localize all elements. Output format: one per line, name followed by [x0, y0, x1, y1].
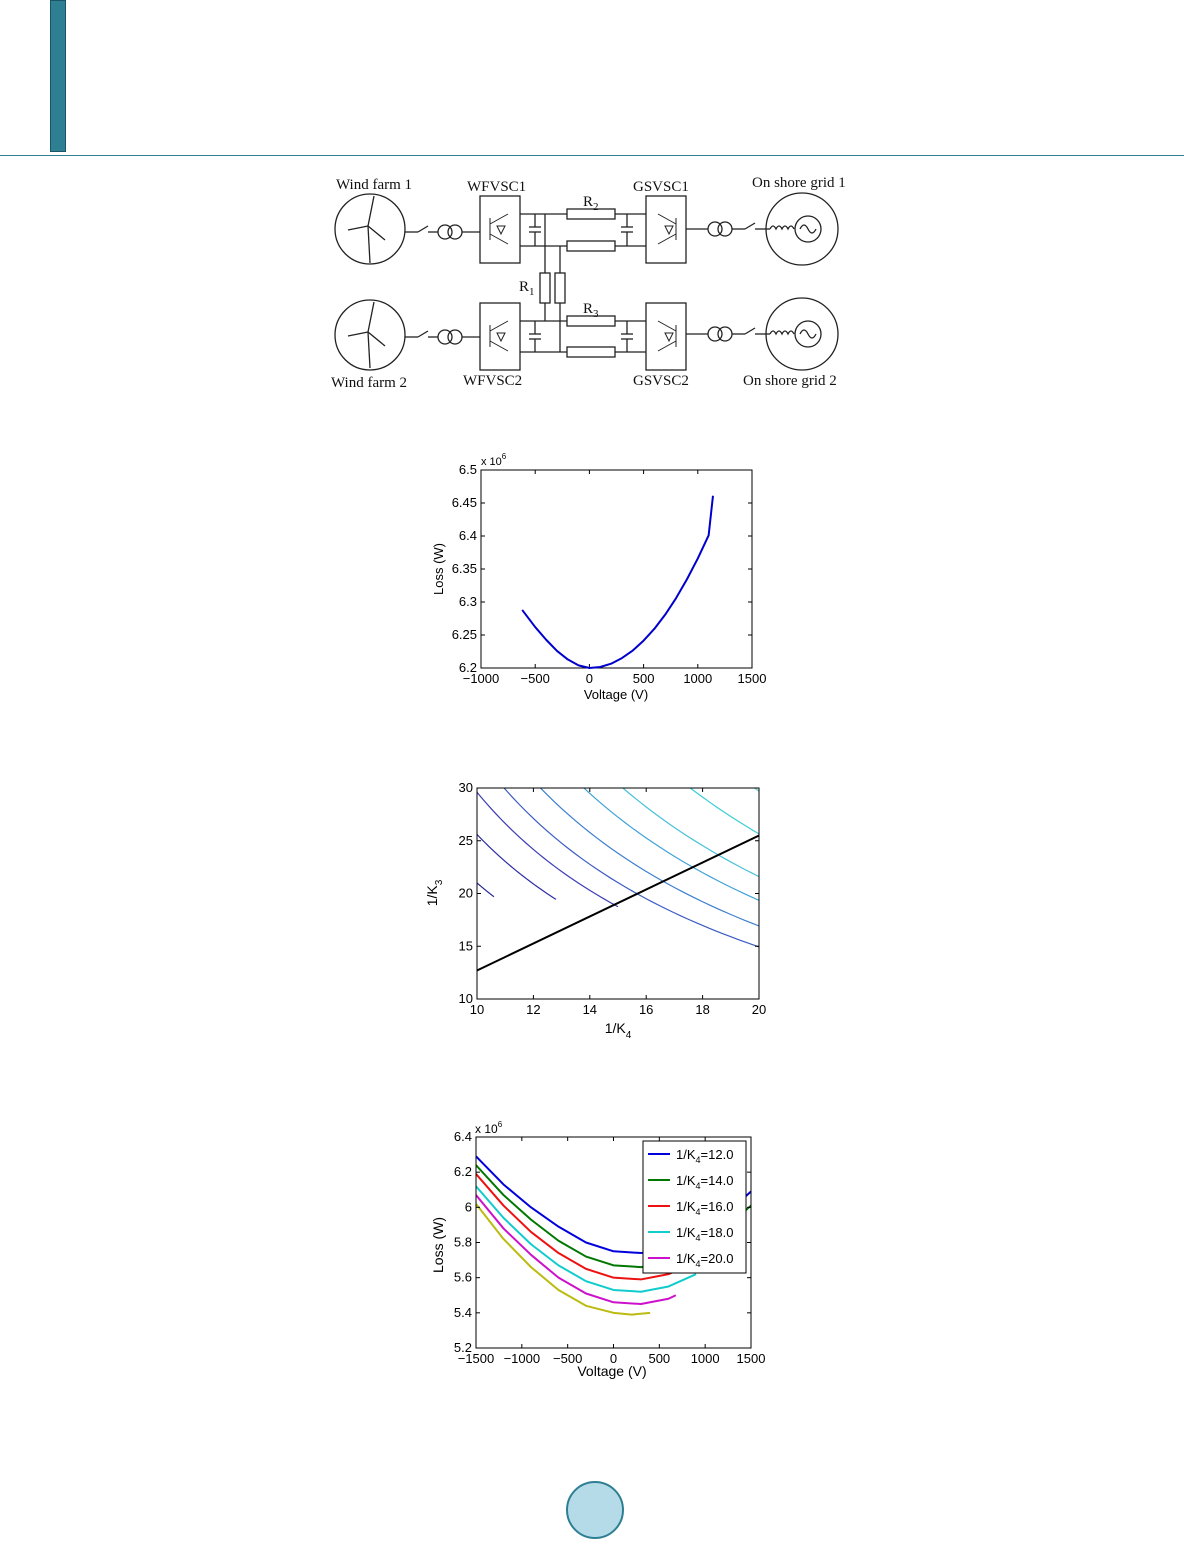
legend-label-1: 1/K4=14.0: [676, 1173, 733, 1191]
x-tick-label-5: 1000: [691, 1351, 720, 1366]
x-tick-label-4: 18: [695, 1002, 709, 1017]
y-tick-label-0: 5.2: [454, 1340, 472, 1355]
turbine-2-icon: [347, 301, 386, 369]
chart3-legend: 1/K4=12.0 1/K4=14.0 1/K4=16.0 1/K4=18.0 1/K4…: [642, 1140, 747, 1274]
legend-label-3: 1/K4=18.0: [676, 1225, 733, 1243]
x-tick-label-0: −1000: [463, 671, 500, 686]
chart3-series-line-4: [476, 1194, 677, 1306]
chart3-series-line-3: [476, 1185, 697, 1293]
x-tick-label-6: 1500: [737, 1351, 766, 1366]
wfvsc2-label: WFVSC2: [463, 373, 522, 389]
y-tick-label-1: 5.4: [454, 1305, 472, 1320]
x-tick-label-5: 1500: [738, 671, 767, 686]
wind-farm-1-label: Wind farm 1: [336, 177, 412, 193]
legend-label-2: 1/K4=16.0: [676, 1199, 733, 1217]
y-tick-label-0: 6.2: [459, 660, 477, 675]
x-tick-label-4: 1000: [683, 671, 712, 686]
x-tick-label-2: 0: [586, 671, 593, 686]
y-tick-label-5: 6.2: [454, 1164, 472, 1179]
r1-label: R1: [519, 279, 535, 298]
x-tick-label-3: 16: [639, 1002, 653, 1017]
y-tick-label-6: 6.4: [454, 1129, 472, 1144]
page-number-badge: [566, 1481, 624, 1539]
r2-label: R2: [583, 194, 599, 213]
y-tick-label-0: 10: [459, 991, 473, 1006]
grid-1-label: On shore grid 1: [752, 175, 846, 191]
legend-label-0: 1/K4=12.0: [676, 1147, 733, 1165]
x-tick-label-1: −1000: [504, 1351, 541, 1366]
circuit-diagram: Wind farm 1 Wind farm 2 WFVSC1 WFVSC2 GS…: [331, 175, 846, 391]
y-tick-label-3: 5.8: [454, 1235, 472, 1250]
y-tick-label-3: 25: [459, 833, 473, 848]
y-tick-label-2: 20: [459, 886, 473, 901]
y-tick-label-4: 6: [465, 1199, 472, 1214]
x-tick-label-0: 10: [470, 1002, 484, 1017]
wind-farm-1-circle: [334, 193, 406, 265]
y-tick-label-4: 30: [459, 780, 473, 795]
header-rule: [0, 155, 1184, 156]
chart1-exponent: x 106: [481, 452, 507, 468]
wind-farm-2-label: Wind farm 2: [331, 375, 407, 391]
y-tick-label-2: 6.3: [459, 594, 477, 609]
contour-line-3: [503, 788, 759, 948]
gsvsc2-label: GSVSC2: [633, 373, 689, 389]
legend-label-4: 1/K4=20.0: [676, 1251, 733, 1269]
wind-farm-2-circle: [334, 299, 406, 371]
contour-line-1: [477, 834, 557, 900]
chart3-ylabel: Loss (W): [430, 1217, 446, 1273]
y-tick-label-4: 6.4: [459, 528, 477, 543]
turbine-1-icon: [347, 195, 386, 264]
y-tick-label-2: 5.6: [454, 1270, 472, 1285]
chart1-series-line-0: [521, 495, 714, 669]
contour-line-6: [621, 788, 759, 878]
chart3-exponent: x 106: [475, 1120, 503, 1136]
y-tick-label-6: 6.5: [459, 462, 477, 477]
wfvsc1-label: WFVSC1: [467, 179, 526, 195]
x-tick-label-1: −500: [521, 671, 550, 686]
header-accent-bar: [50, 0, 66, 152]
x-tick-label-3: 500: [633, 671, 655, 686]
x-tick-label-2: −500: [553, 1351, 582, 1366]
gsvsc1-label: GSVSC1: [633, 179, 689, 195]
chart1-xlabel: Voltage (V): [584, 687, 648, 702]
y-tick-label-5: 6.45: [452, 495, 477, 510]
r3-label: R3: [583, 301, 599, 320]
contour-line-7: [689, 788, 759, 835]
chart1-ylabel: Loss (W): [431, 543, 446, 595]
x-tick-label-1: 12: [526, 1002, 540, 1017]
grid-2-label: On shore grid 2: [743, 373, 837, 389]
x-tick-label-5: 20: [752, 1002, 766, 1017]
chart3-series-line-5: [476, 1203, 651, 1316]
contour-line-4: [539, 788, 759, 927]
contour-line-5: [583, 788, 759, 901]
contour-line-2: [477, 791, 619, 908]
y-tick-label-3: 6.35: [452, 561, 477, 576]
y-tick-label-1: 6.25: [452, 627, 477, 642]
x-tick-label-3: 0: [610, 1351, 617, 1366]
ratio-line: [477, 834, 759, 972]
chart3-xlabel: Voltage (V): [577, 1363, 646, 1379]
x-tick-label-2: 14: [583, 1002, 597, 1017]
chart2-ylabel: 1/K3: [424, 879, 445, 906]
x-tick-label-4: 500: [648, 1351, 670, 1366]
contour-line-0: [477, 882, 495, 898]
x-tick-label-0: −1500: [458, 1351, 495, 1366]
y-tick-label-1: 15: [459, 938, 473, 953]
chart2-xlabel: 1/K4: [605, 1020, 632, 1041]
